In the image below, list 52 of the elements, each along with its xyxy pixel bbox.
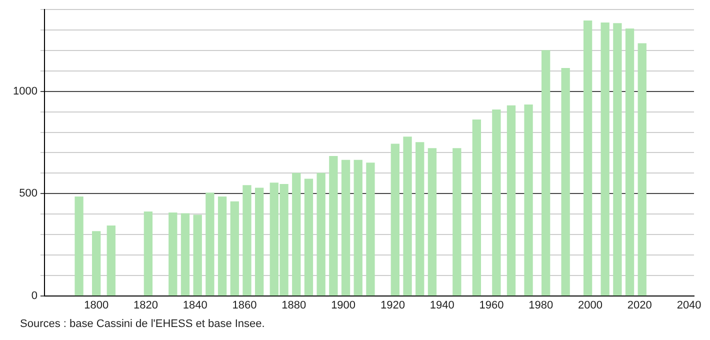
bar (583, 20, 592, 296)
source-note: Sources : base Cassini de l'EHESS et base Insee. (20, 318, 265, 330)
bar (506, 105, 516, 296)
bar (193, 214, 202, 296)
x-tick-label: 1880 (282, 299, 306, 312)
bar (74, 196, 84, 296)
bar (366, 162, 375, 296)
bar (292, 172, 301, 296)
bar (638, 43, 646, 296)
bar (492, 109, 501, 296)
x-tick-label: 1820 (133, 299, 158, 312)
x-tick-label: 2020 (627, 299, 652, 312)
bar (255, 188, 264, 296)
bar (168, 212, 178, 296)
bar (329, 156, 338, 296)
bar (390, 144, 400, 296)
bar (304, 178, 314, 296)
bar (524, 104, 533, 296)
x-tick-label: 1920 (380, 299, 405, 312)
bar (452, 148, 462, 296)
x-tick-label: 1860 (232, 299, 257, 312)
bar (416, 142, 424, 296)
bar (206, 192, 214, 296)
bar (541, 50, 550, 296)
y-tick-label: 1000 (12, 85, 38, 98)
x-tick-label: 1980 (528, 299, 554, 312)
x-tick-label: 1940 (430, 299, 454, 312)
bar (144, 211, 153, 296)
bar (613, 23, 622, 296)
bar (341, 160, 350, 296)
bar (242, 185, 252, 296)
bar (218, 196, 227, 296)
y-tick-label: 0 (31, 290, 38, 302)
y-tick-label: 500 (19, 188, 38, 200)
bar (92, 231, 101, 296)
bar (180, 213, 190, 296)
bar (354, 160, 362, 296)
x-tick-label: 2040 (676, 299, 702, 312)
bar (561, 68, 570, 296)
bar (428, 148, 437, 296)
bar (106, 226, 116, 296)
bar (316, 172, 326, 296)
x-tick-label: 2000 (578, 299, 603, 312)
bar (472, 119, 481, 296)
bar (625, 28, 634, 296)
x-tick-label: 1840 (182, 299, 208, 312)
x-tick-label: 1900 (331, 299, 356, 312)
x-tick-label: 1800 (84, 299, 109, 312)
x-tick-label: 1960 (479, 299, 504, 312)
bar (403, 136, 412, 296)
bar (230, 201, 239, 296)
bar (600, 22, 610, 296)
